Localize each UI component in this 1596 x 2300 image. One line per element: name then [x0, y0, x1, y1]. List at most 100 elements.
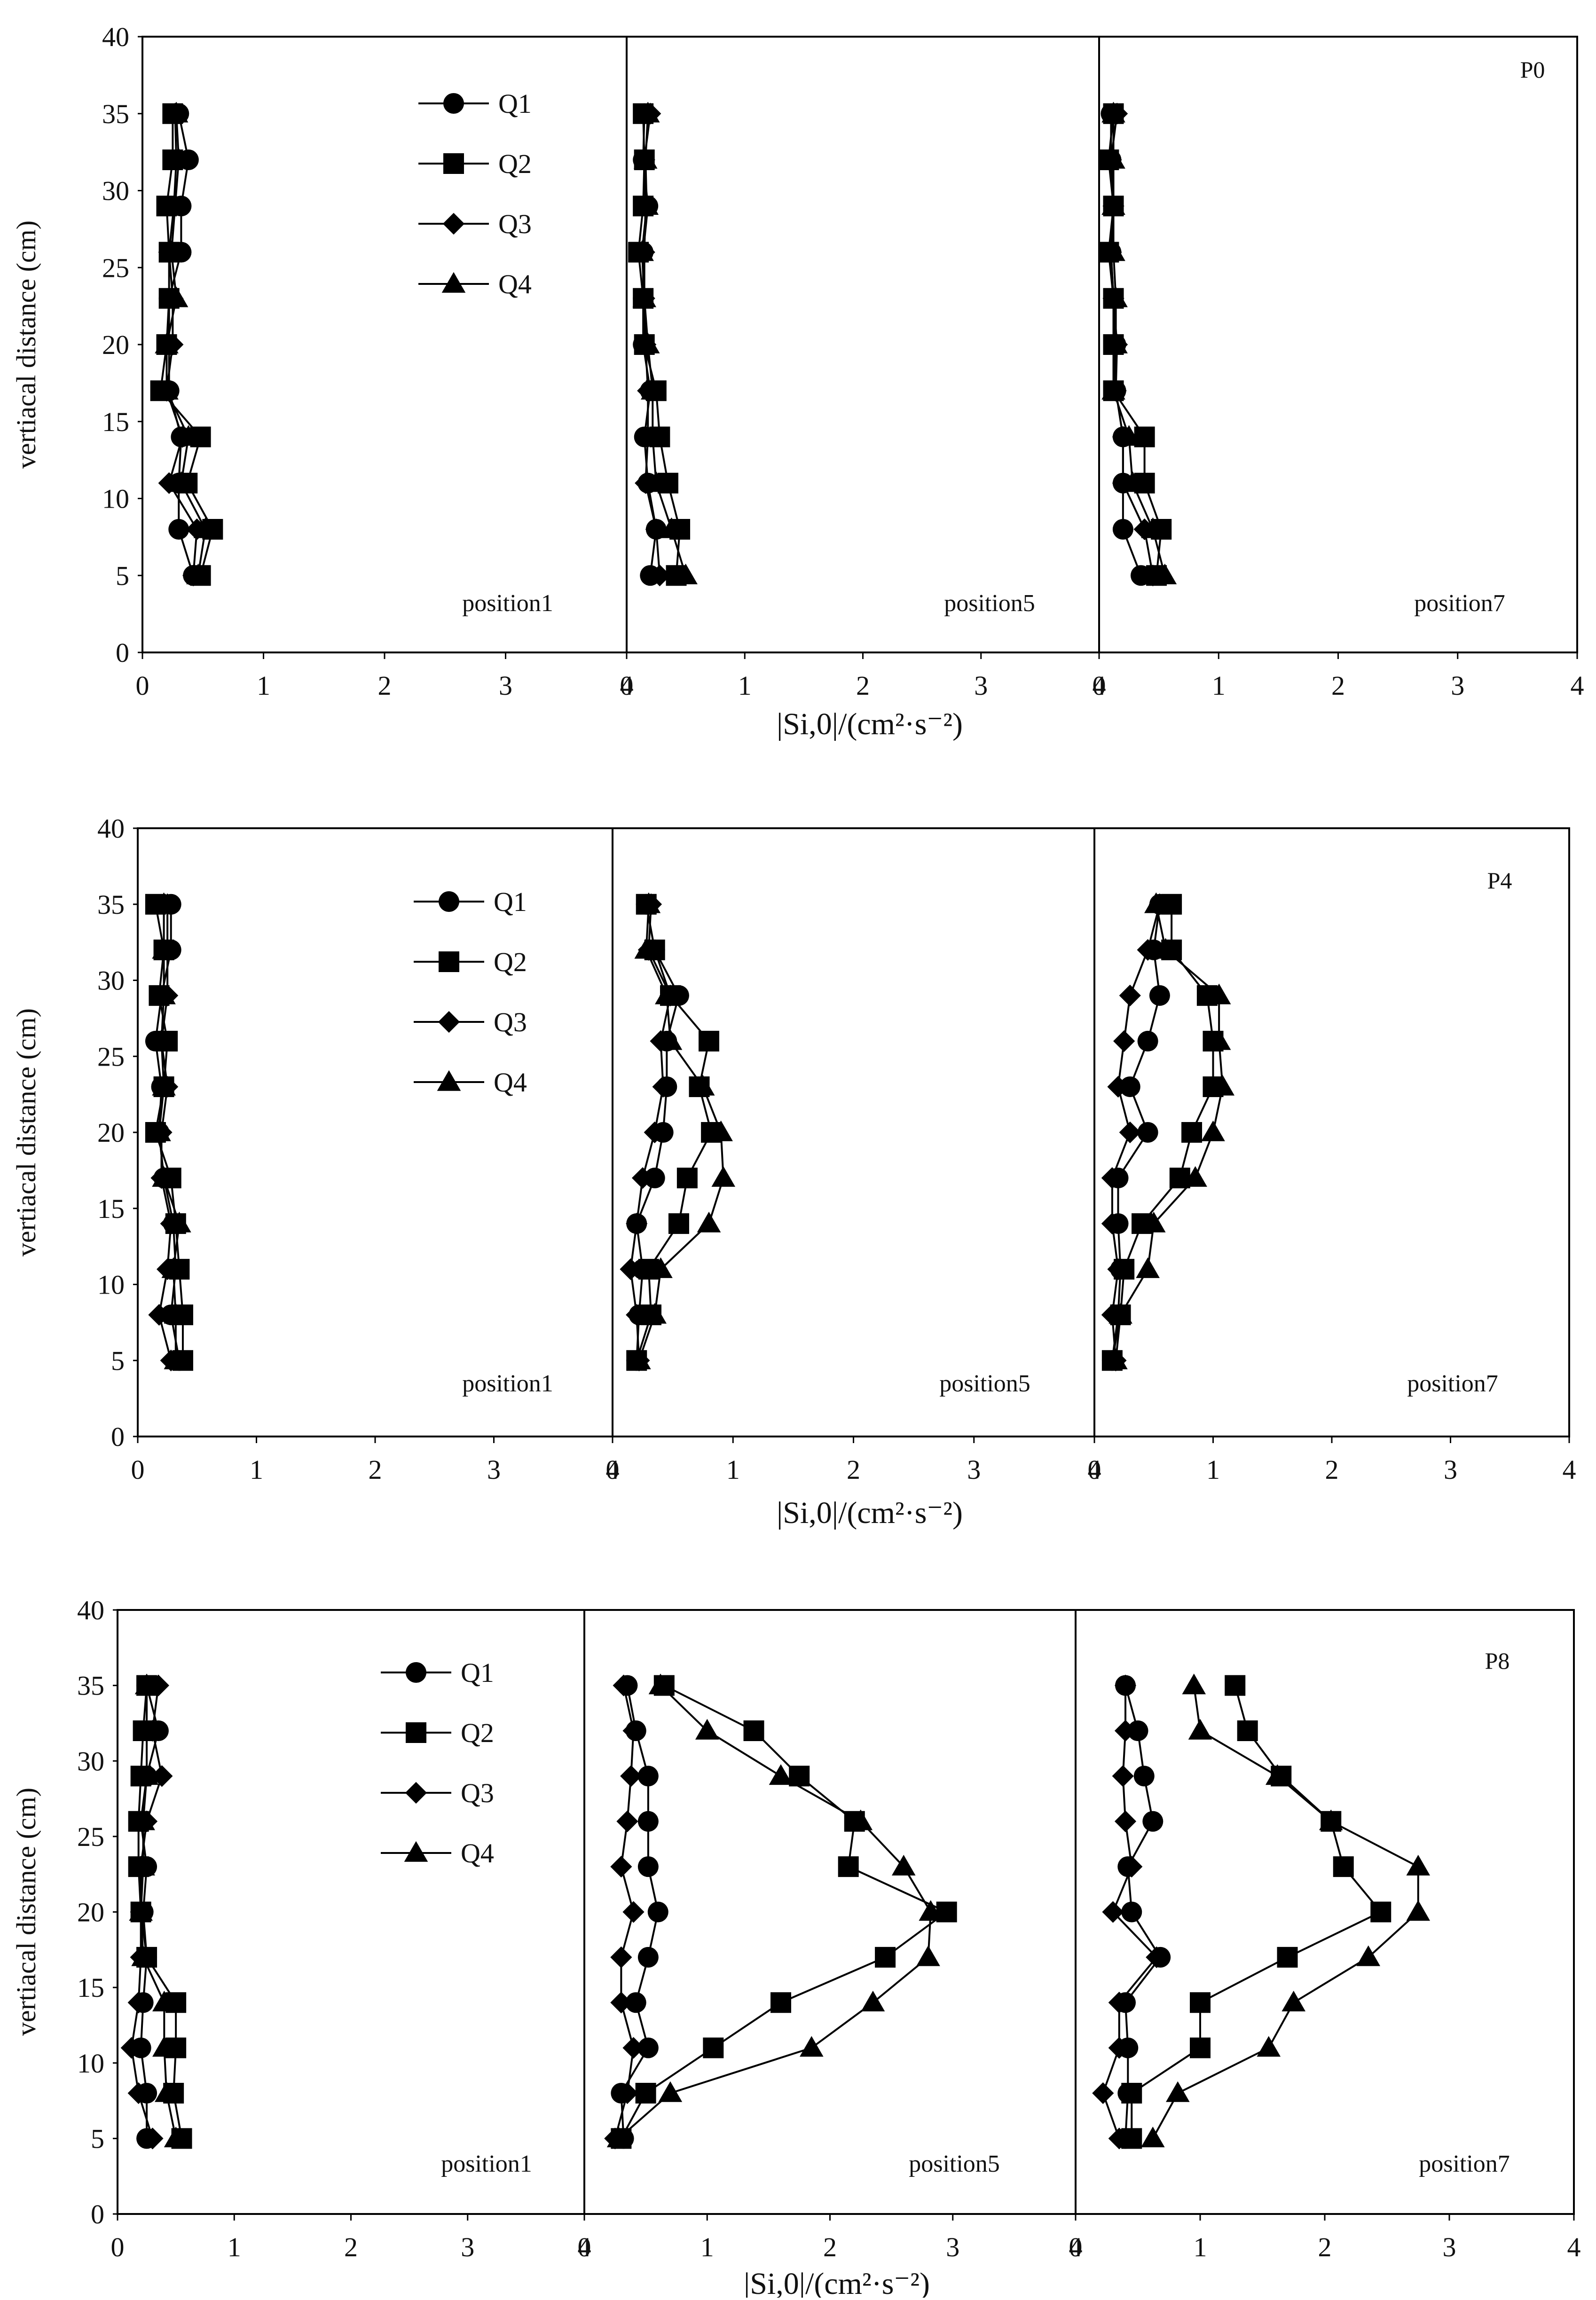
point-q3: [1107, 1075, 1129, 1098]
point-q3: [652, 1075, 674, 1098]
panel-position5: 0 1 2 3 4 position5: [620, 36, 1106, 701]
legend: Q1 Q2 Q3 Q4: [418, 88, 532, 299]
legend-label: Q1: [461, 1657, 494, 1688]
point-q4: [637, 892, 661, 913]
legend-marker-q2: [406, 1722, 426, 1743]
point-q2: [875, 1947, 896, 1968]
position-label: position1: [462, 1370, 553, 1397]
x-tick-label: 4: [1088, 1454, 1101, 1485]
point-q4: [1183, 1166, 1207, 1187]
panel-position1: 0 1 2 3 4 position1: [131, 827, 620, 1485]
point-q3: [650, 1030, 672, 1052]
x-tick-label: 2: [847, 1454, 860, 1485]
point-q4: [1141, 517, 1165, 538]
position-label: position7: [1407, 1370, 1498, 1397]
x-axis-title: |Si,0|/(cm²·s⁻²): [777, 707, 963, 741]
point-q3: [616, 2082, 638, 2104]
legend: Q1 Q2 Q3 Q4: [414, 887, 527, 1098]
y-tick-label: 0: [111, 1421, 125, 1452]
point-q4: [1188, 1719, 1212, 1740]
point-q4: [1141, 2127, 1165, 2148]
x-tick-label: 0: [1069, 2232, 1083, 2262]
point-q3: [616, 1810, 638, 1832]
point-q4: [164, 102, 189, 123]
point-q4: [649, 1257, 673, 1278]
point-q4: [1101, 194, 1125, 215]
point-q3: [1121, 1856, 1143, 1878]
point-q3: [645, 518, 667, 541]
x-tick-label: 1: [228, 2232, 241, 2262]
point-q3: [1133, 518, 1156, 541]
legend-label: Q4: [498, 269, 532, 299]
x-tick-label: 3: [487, 1454, 501, 1485]
point-q4: [655, 983, 679, 1005]
point-q1: [1130, 565, 1151, 586]
point-q3: [127, 1992, 149, 2014]
point-q3: [1101, 1167, 1123, 1189]
y-tick-label: 15: [102, 407, 129, 437]
position-label: position7: [1419, 2151, 1510, 2177]
point-q4: [919, 1900, 943, 1921]
legend-marker-q3: [438, 1011, 460, 1033]
point-q4: [193, 517, 218, 538]
point-q4: [1136, 1257, 1160, 1278]
panel-position7: 0 1 2 3 4 position7: [1069, 1609, 1581, 2262]
point-q1: [637, 1947, 659, 1968]
point-q4: [147, 1120, 171, 1141]
x-tick-label: 1: [250, 1454, 263, 1485]
legend-marker-q4: [404, 1841, 428, 1862]
point-q4: [154, 2081, 179, 2102]
point-q4: [630, 240, 654, 261]
x-tick-label: 3: [1443, 2232, 1456, 2262]
x-tick-label: 1: [1194, 2232, 1207, 2262]
x-tick-label: 0: [578, 2232, 591, 2262]
point-q3: [631, 1167, 654, 1189]
point-q2: [703, 2037, 724, 2058]
point-q2: [676, 1168, 698, 1189]
point-q3: [1101, 1213, 1123, 1235]
panel-position1: 0 1 2 3 4 position1: [111, 1609, 591, 2262]
y-tick-label: 25: [102, 252, 129, 283]
x-tick-label: 0: [131, 1454, 145, 1485]
point-q2: [1190, 2037, 1211, 2058]
y-tick-label: 0: [91, 2199, 104, 2229]
x-tick-label: 4: [1563, 1454, 1576, 1485]
y-tick-label: 0: [116, 637, 129, 668]
point-q4: [711, 1166, 736, 1187]
point-q4: [149, 1029, 173, 1050]
point-q4: [131, 1945, 155, 1966]
point-q4: [1356, 1945, 1381, 1966]
point-q3: [622, 1719, 645, 1742]
point-q1: [625, 1992, 646, 2013]
point-q4: [164, 2127, 188, 2148]
point-q3: [120, 2037, 142, 2059]
point-q4: [640, 378, 665, 400]
legend-label: Q4: [494, 1067, 527, 1098]
point-q2: [1190, 1992, 1211, 2013]
point-q4: [891, 1854, 916, 1876]
panel-position5: 0 1 2 3 4 position5: [578, 1609, 1083, 2262]
legend-label: Q1: [498, 88, 532, 119]
legend-marker-q3: [442, 212, 465, 235]
x-tick-label: 2: [1325, 1454, 1339, 1485]
point-q3: [626, 1213, 648, 1235]
legend-label: Q2: [498, 149, 532, 179]
point-q3: [1108, 2127, 1130, 2150]
x-tick-label: 2: [856, 670, 870, 701]
point-q4: [1120, 471, 1145, 492]
y-tick-label: 30: [77, 1746, 104, 1776]
point-q4: [1101, 102, 1125, 123]
legend-marker-q1: [439, 891, 459, 912]
x-tick-label: 2: [823, 2232, 837, 2262]
point-q3: [1108, 2037, 1130, 2059]
point-q4: [635, 194, 659, 215]
x-tick-label: 0: [136, 670, 149, 701]
point-q3: [151, 1765, 173, 1787]
point-q3: [622, 2037, 645, 2059]
point-q4: [131, 1854, 155, 1876]
point-q3: [649, 565, 671, 587]
point-q1: [637, 1766, 659, 1787]
legend-label: Q4: [461, 1838, 494, 1868]
x-tick-label: 4: [606, 1454, 620, 1485]
x-tick-label: 4: [1069, 2232, 1083, 2262]
